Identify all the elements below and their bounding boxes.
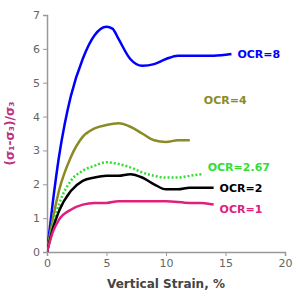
tick-label: 6 — [33, 43, 40, 56]
tick-mark — [226, 252, 227, 256]
series-line — [47, 174, 214, 252]
axis-line — [48, 253, 286, 257]
tick-mark — [43, 184, 47, 185]
lines — [47, 27, 231, 252]
tick-mark — [43, 83, 47, 84]
plot: 0510152001234567OCR=8OCR=4OCR=2.67OCR=2O… — [33, 9, 293, 270]
tick-mark — [107, 252, 108, 256]
tick: 3 — [33, 144, 47, 157]
tick-label: 15 — [219, 257, 233, 270]
chart: 0510152001234567OCR=8OCR=4OCR=2.67OCR=2O… — [0, 0, 300, 300]
tick-label: 4 — [33, 111, 40, 124]
series-line — [47, 123, 190, 252]
tick-label: 1 — [33, 212, 40, 225]
tick: 0 — [33, 246, 47, 259]
series-labels: OCR=8 OCR=4 OCR=2.67 OCR=2 OCR=1 — [204, 48, 280, 216]
series-label: OCR=8 — [237, 48, 280, 61]
tick: 10 — [160, 252, 174, 270]
tick-mark — [43, 218, 47, 219]
series-label: OCR=1 — [220, 203, 263, 216]
tick-mark — [43, 252, 47, 253]
tick: 5 — [33, 77, 47, 90]
tick: 1 — [33, 212, 47, 225]
tick-mark — [43, 15, 47, 16]
tick-label: 0 — [44, 257, 51, 270]
x-axis-title: Vertical Strain, % — [107, 277, 225, 291]
tick: 15 — [219, 252, 233, 270]
tick: 0 — [44, 252, 51, 270]
tick-mark — [166, 252, 167, 256]
series-line — [47, 27, 231, 252]
tick-label: 5 — [104, 257, 111, 270]
tick-label: 3 — [33, 144, 40, 157]
tick-mark — [285, 252, 286, 256]
tick-label: 20 — [279, 257, 293, 270]
tick-label: 2 — [33, 178, 40, 191]
tick-mark — [43, 117, 47, 118]
tick-mark — [43, 150, 47, 151]
series-label: OCR=2 — [220, 182, 263, 195]
tick: 20 — [279, 252, 293, 270]
y-axis-title: (σ₁-σ₃)/σ₃ — [3, 101, 17, 165]
series-label: OCR=4 — [204, 94, 247, 107]
series-label: OCR=2.67 — [208, 161, 270, 174]
tick-label: 7 — [33, 9, 40, 22]
tick-label: 5 — [33, 77, 40, 90]
axis-line — [43, 16, 48, 253]
y-axis: 0 1 2 3 4 5 6 7 — [33, 9, 48, 259]
tick: 4 — [33, 111, 47, 124]
tick-label: 0 — [33, 246, 40, 259]
tick-label: 10 — [160, 257, 174, 270]
tick: 5 — [104, 252, 111, 270]
tick: 2 — [33, 178, 47, 191]
series-line — [47, 201, 214, 252]
tick-mark — [43, 49, 47, 50]
tick: 6 — [33, 43, 47, 56]
x-axis: 0 5 10 15 20 — [44, 252, 293, 270]
tick: 7 — [33, 9, 47, 22]
